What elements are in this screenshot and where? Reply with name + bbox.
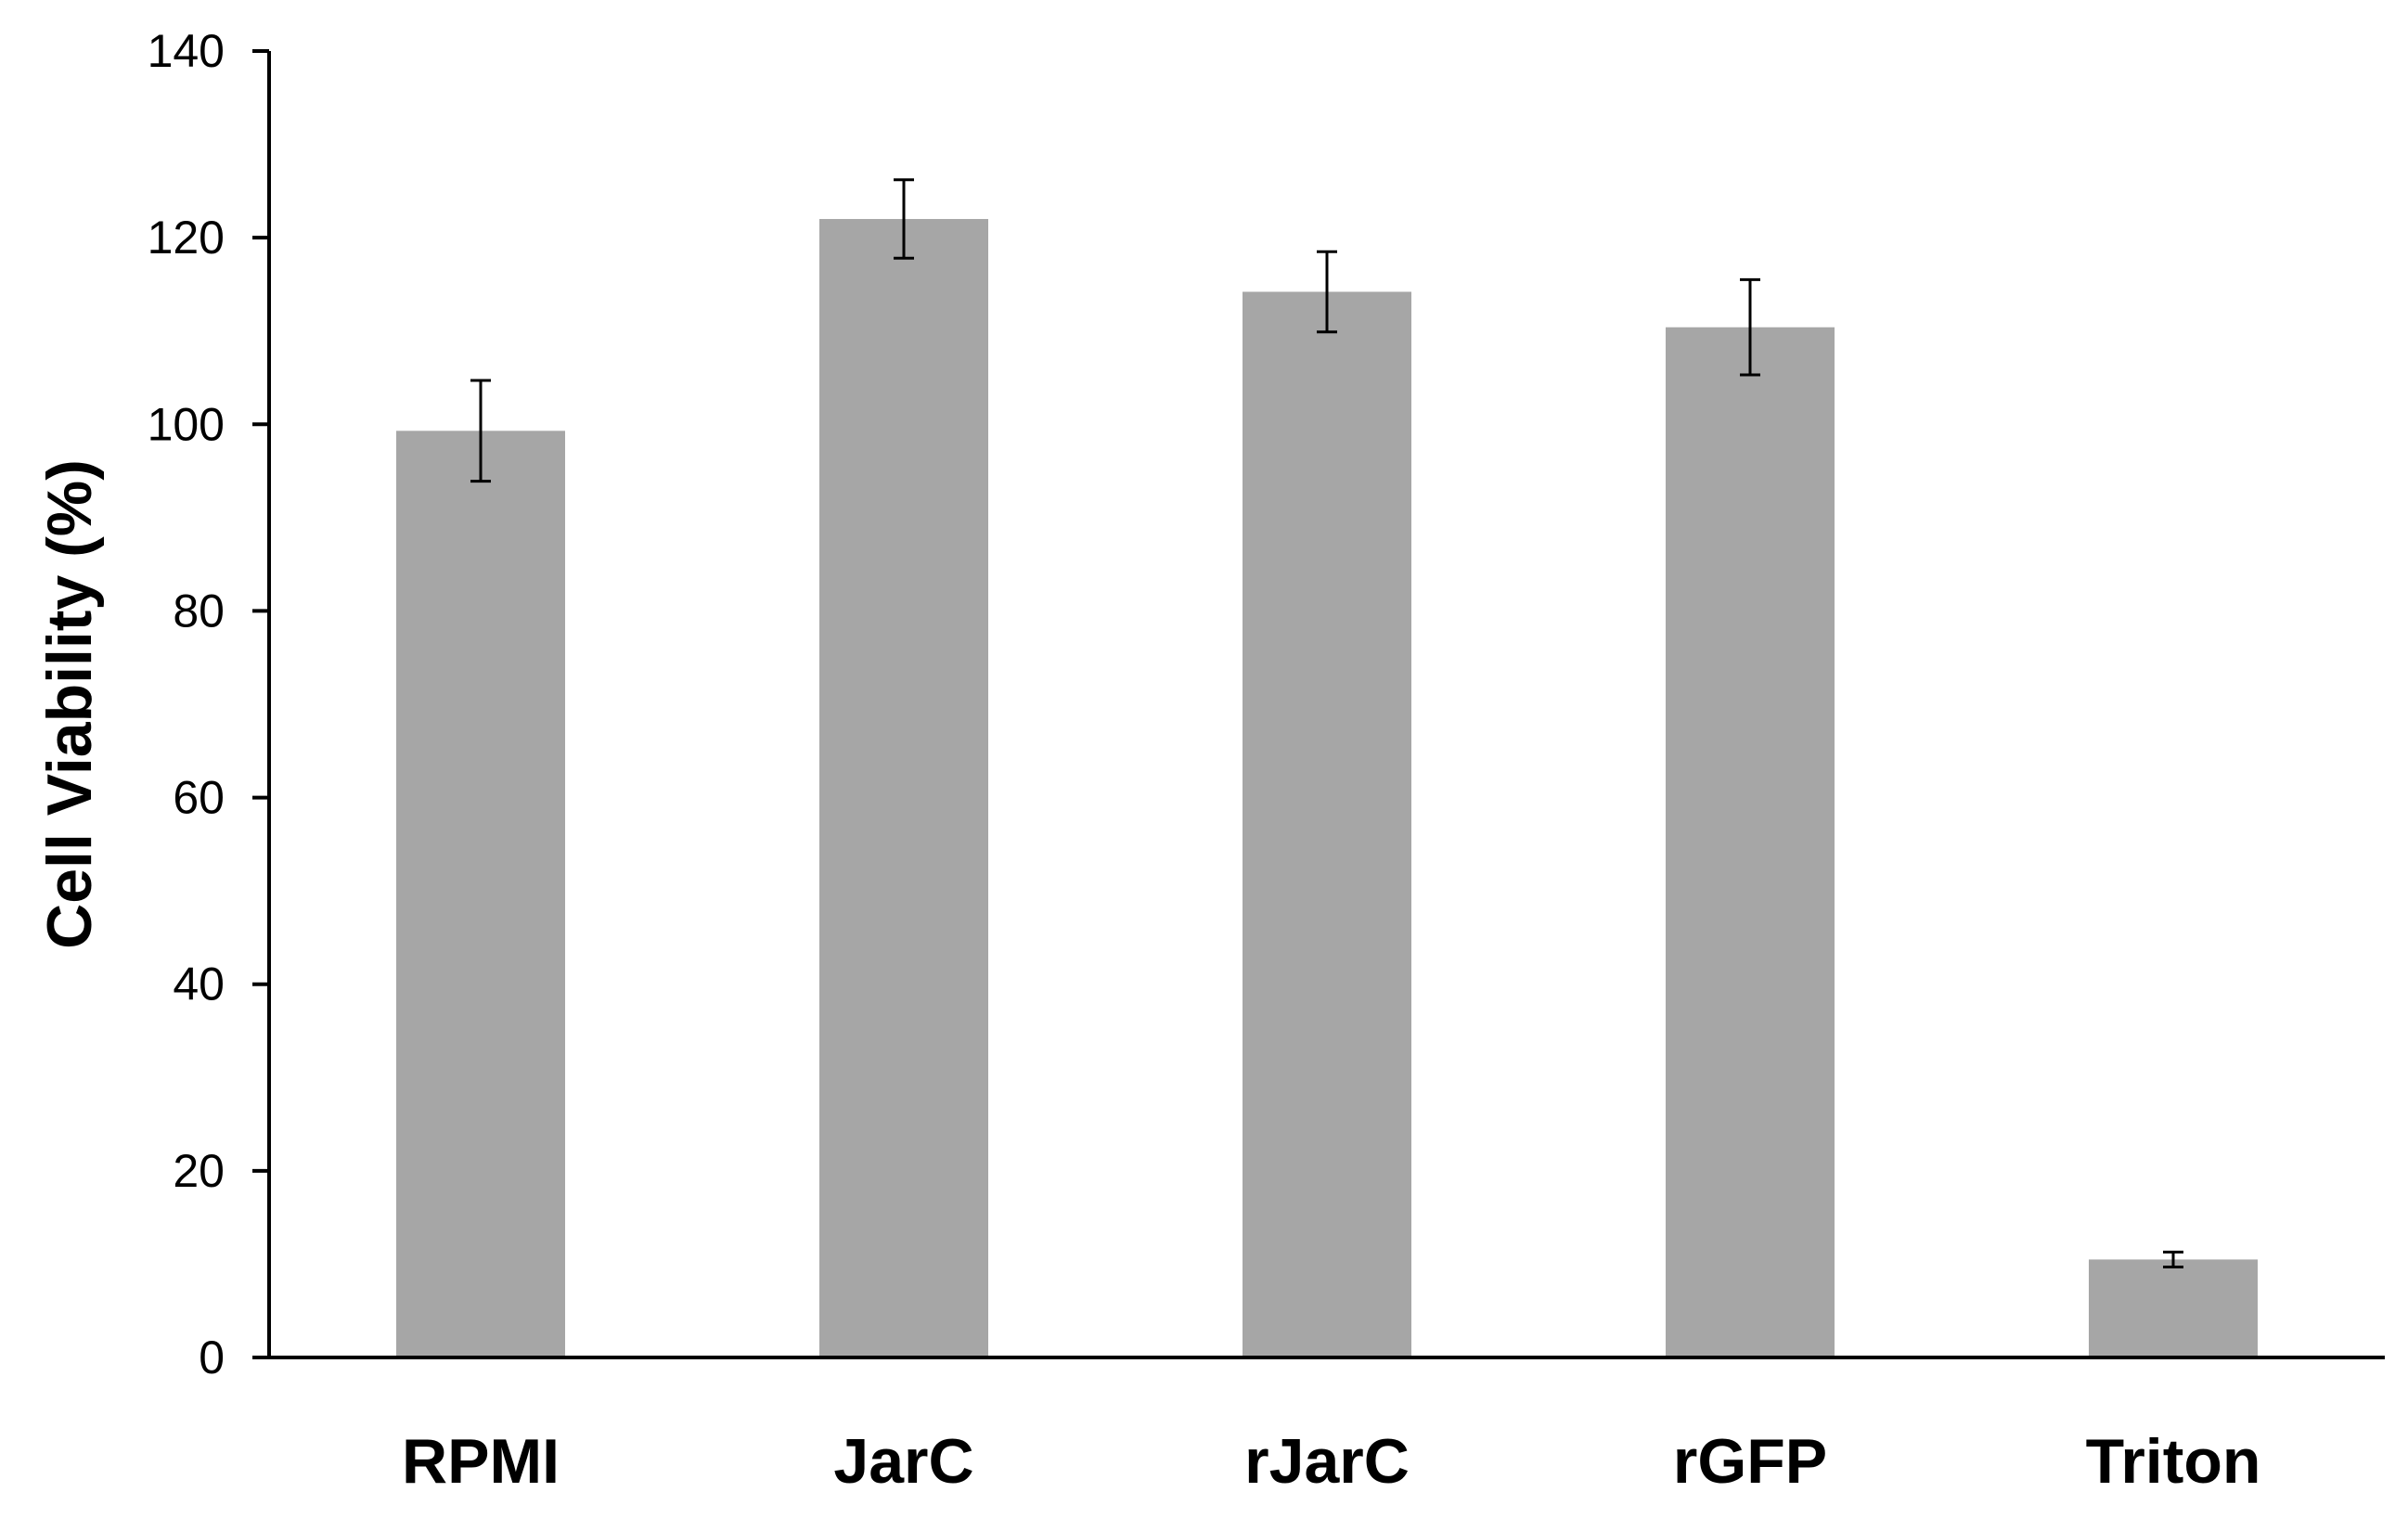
y-tick-label: 60: [173, 772, 225, 824]
error-bar-triton: [2163, 1250, 2183, 1268]
bar-rgfp: [1666, 327, 1835, 1358]
bar-triton: [2089, 1259, 2258, 1357]
bar-rjarc: [1243, 291, 1411, 1358]
error-bar-rpmi: [470, 379, 491, 483]
error-bars-layer: [470, 178, 2183, 1268]
bars-layer: [396, 219, 2258, 1358]
bar-jarc: [819, 219, 988, 1357]
error-bar-jarc: [894, 178, 914, 260]
y-axis-title: Cell Viability (%): [34, 459, 105, 949]
y-ticks-layer: 0 20 40 60 80 100 120 140: [148, 25, 269, 1383]
error-bar-rjarc: [1317, 250, 1337, 334]
category-label-rjarc: rJarC: [1244, 1426, 1410, 1497]
y-tick-label: 80: [173, 585, 225, 637]
error-bar-rgfp: [1740, 277, 1760, 377]
y-tick-label: 20: [173, 1145, 225, 1197]
category-label-rgfp: rGFP: [1673, 1426, 1827, 1497]
category-label-jarc: JarC: [833, 1426, 973, 1497]
y-tick-label: 0: [199, 1331, 225, 1383]
category-labels-layer: RPMI JarC rJarC rGFP Triton: [402, 1426, 2260, 1497]
y-tick-label: 140: [148, 25, 225, 77]
y-tick-label: 40: [173, 958, 225, 1010]
y-tick-label: 120: [148, 212, 225, 264]
y-tick-label: 100: [148, 398, 225, 450]
bar-rpmi: [396, 431, 565, 1358]
axes-layer: [252, 51, 2385, 1359]
category-label-triton: Triton: [2086, 1426, 2261, 1497]
category-label-rpmi: RPMI: [402, 1426, 560, 1497]
